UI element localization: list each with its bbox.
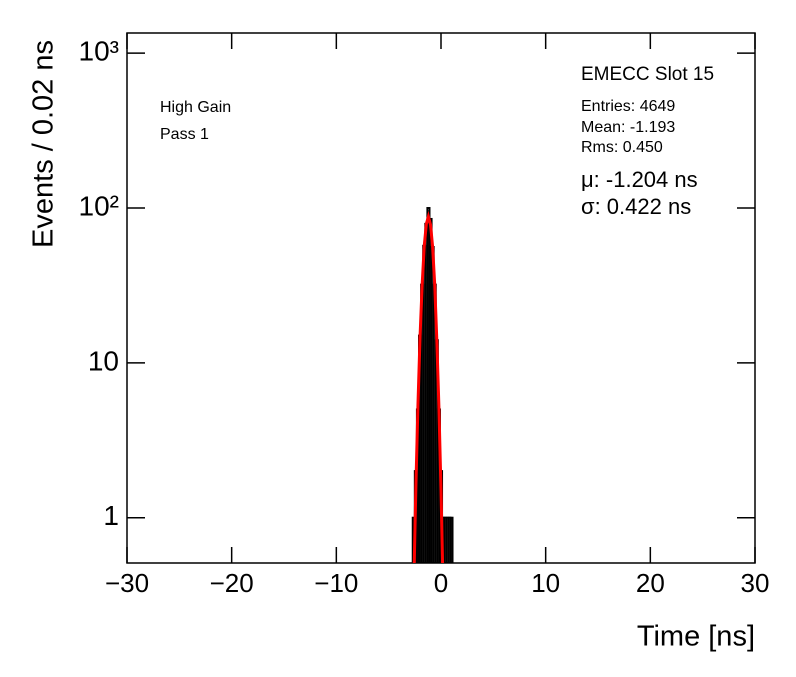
x-tick-label: 0 — [434, 568, 448, 598]
fit-label: σ: 0.422 ns — [581, 194, 691, 219]
fit-curve — [412, 210, 445, 563]
stats-entry: Rms: 0.450 — [581, 139, 663, 156]
y-axis-title: Events / 0.02 ns — [28, 40, 60, 248]
x-tick-label: −30 — [105, 568, 149, 598]
x-tick-label: 10 — [531, 568, 560, 598]
x-tick-label: 20 — [636, 568, 665, 598]
chart-title: EMECC Slot 15 — [581, 64, 714, 85]
stats-entry: Entries: 4649 — [581, 98, 675, 115]
x-tick-label: −20 — [210, 568, 254, 598]
plot-area — [411, 207, 454, 563]
y-tick-label: 10² — [79, 190, 119, 221]
histogram-bar — [449, 516, 454, 563]
x-axis-title: Time [ns] — [637, 621, 755, 653]
y-tick-label: 10 — [88, 345, 119, 376]
fit-label: μ: -1.204 ns — [581, 167, 698, 192]
x-tick-label: −10 — [314, 568, 358, 598]
annotation: High Gain — [160, 99, 231, 116]
stats-entry: Mean: -1.193 — [581, 119, 675, 136]
annotation: Pass 1 — [160, 126, 209, 143]
y-tick-label: 10³ — [79, 36, 119, 67]
y-tick-label: 1 — [103, 500, 119, 531]
x-tick-label: 30 — [741, 568, 770, 598]
